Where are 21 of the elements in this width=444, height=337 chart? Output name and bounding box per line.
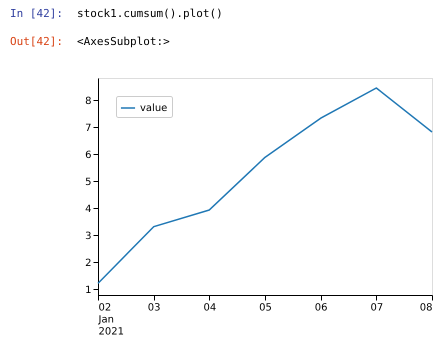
x-tick-label: 04	[203, 302, 216, 314]
text: <AxesSubplot:>	[77, 35, 170, 48]
y-tick-label: 5	[85, 176, 92, 188]
legend-label: value	[140, 103, 168, 114]
y-tick-label: 1	[85, 284, 92, 296]
x-tick-label: 02 Jan 2021	[98, 302, 124, 337]
text: Out[42]:	[10, 35, 63, 48]
y-tick-label: 3	[85, 230, 92, 242]
text: In [42]:	[10, 7, 63, 20]
x-tick-label: 07	[370, 302, 384, 314]
y-tick-label: 4	[85, 204, 92, 215]
y-tick-label: 2	[85, 258, 92, 269]
x-tick-label: 08	[420, 302, 432, 314]
y-tick-label: 8	[85, 96, 92, 107]
line-series	[97, 87, 433, 284]
x-tick-label: 06	[314, 302, 328, 314]
x-tick-label: 05	[259, 302, 272, 314]
x-tick-label: 03	[148, 302, 161, 314]
text: stock1.cumsum().plot()	[77, 7, 223, 20]
y-tick-label: 6	[85, 150, 92, 161]
y-tick-label: 7	[85, 122, 92, 134]
